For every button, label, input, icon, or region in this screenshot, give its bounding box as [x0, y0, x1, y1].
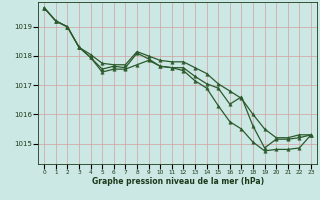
X-axis label: Graphe pression niveau de la mer (hPa): Graphe pression niveau de la mer (hPa)	[92, 177, 264, 186]
